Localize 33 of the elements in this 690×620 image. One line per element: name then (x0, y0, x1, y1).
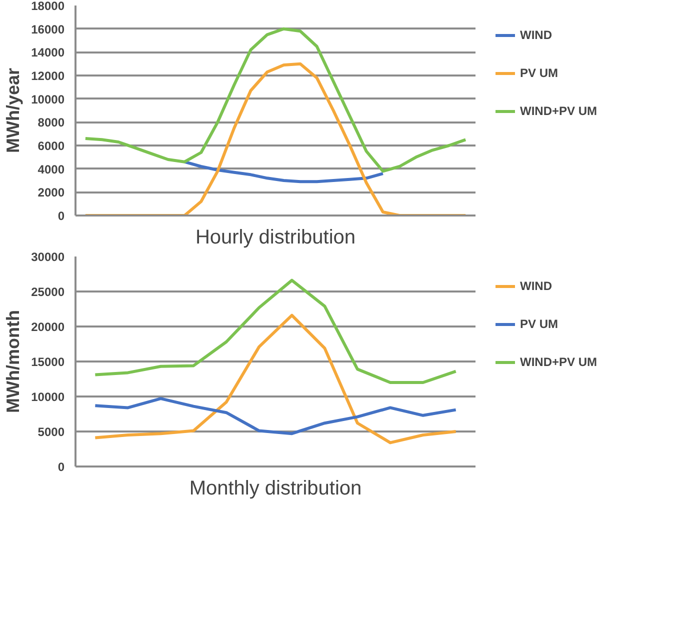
y-tick-label: 5000 (38, 425, 65, 439)
y-tick-label: 6000 (38, 139, 65, 153)
y-tick-label: 15000 (31, 355, 65, 369)
y-axis-title: MWh/year (3, 68, 24, 154)
y-tick-label: 30000 (31, 250, 65, 264)
line-series (84, 62, 468, 216)
y-tick-label: 14000 (31, 46, 65, 60)
legend-label: PV UM (520, 317, 558, 331)
legend-label: WIND+PV UM (520, 355, 598, 369)
x-axis-title: Monthly distribution (189, 478, 362, 500)
y-tick-label: 10000 (31, 390, 65, 404)
y-tick-label: 18000 (31, 0, 65, 13)
legend-label: WIND+PV UM (520, 104, 598, 118)
line-series (94, 397, 458, 436)
y-tick-label: 0 (58, 209, 65, 223)
line-series (183, 160, 384, 184)
x-axis-title: Hourly distribution (195, 226, 356, 248)
legend-label: WIND (520, 279, 552, 293)
y-tick-label: 0 (58, 460, 65, 474)
y-tick-label: 16000 (31, 22, 65, 36)
y-tick-label: 25000 (31, 285, 65, 299)
line-series (94, 314, 458, 444)
line-series (94, 278, 458, 384)
legend-label: PV UM (520, 66, 558, 80)
y-tick-label: 20000 (31, 320, 65, 334)
y-tick-label: 12000 (31, 69, 65, 83)
y-tick-label: 10000 (31, 92, 65, 106)
y-tick-label: 4000 (38, 162, 65, 176)
y-tick-label: 2000 (38, 186, 65, 200)
legend-label: WIND (520, 28, 552, 42)
y-tick-label: 8000 (38, 116, 65, 130)
y-axis-title: MWh/month (3, 310, 24, 413)
line-series (84, 27, 468, 173)
